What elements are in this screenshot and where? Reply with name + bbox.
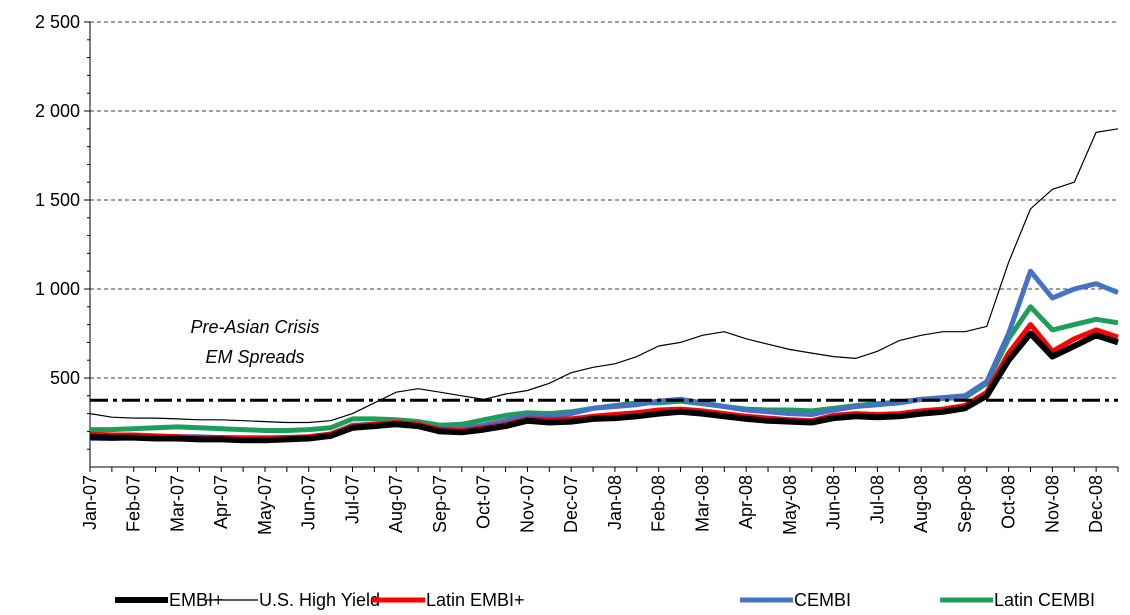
x-tick-label: Nov-07 [517, 475, 537, 533]
legend-label: EMBI+ [169, 590, 224, 610]
x-tick-label: Aug-07 [386, 475, 406, 533]
x-tick-label: May-07 [255, 475, 275, 535]
annotation: EM Spreads [205, 347, 304, 367]
x-tick-label: Feb-07 [124, 475, 144, 532]
series-line [89, 128, 1119, 424]
series-line [89, 330, 1119, 444]
x-tick-label: Dec-07 [561, 475, 581, 533]
y-tick-label: 1 500 [35, 190, 80, 210]
x-tick-label: Feb-08 [649, 475, 669, 532]
x-tick-label: Sep-07 [430, 475, 450, 533]
y-tick-label: 2 500 [35, 12, 80, 32]
x-tick-label: Mar-07 [167, 475, 187, 532]
legend-label: Latin CEMBI [994, 590, 1095, 610]
x-tick-label: Oct-08 [999, 475, 1019, 529]
x-tick-label: May-08 [780, 475, 800, 535]
x-tick-label: Oct-07 [474, 475, 494, 529]
y-tick-label: 1 000 [35, 279, 80, 299]
x-tick-label: Dec-08 [1086, 475, 1106, 533]
annotation: Pre-Asian Crisis [190, 317, 319, 337]
legend-label: CEMBI [794, 590, 851, 610]
x-tick-label: Aug-08 [911, 475, 931, 533]
x-tick-label: Jul-07 [342, 475, 362, 524]
x-tick-label: Jun-08 [824, 475, 844, 530]
x-tick-label: Mar-08 [692, 475, 712, 532]
y-tick-label: 2 000 [35, 101, 80, 121]
legend-label: U.S. High Yield [259, 590, 380, 610]
x-tick-label: Jul-08 [867, 475, 887, 524]
x-tick-label: Sep-08 [955, 475, 975, 533]
x-tick-label: Jan-07 [80, 475, 100, 530]
x-tick-label: Jan-08 [605, 475, 625, 530]
x-tick-label: Nov-08 [1042, 475, 1062, 533]
legend-label: Latin EMBI+ [426, 590, 525, 610]
y-tick-label: 500 [50, 368, 80, 388]
x-tick-label: Apr-08 [736, 475, 756, 529]
x-tick-label: Jun-07 [299, 475, 319, 530]
x-tick-label: Apr-07 [211, 475, 231, 529]
